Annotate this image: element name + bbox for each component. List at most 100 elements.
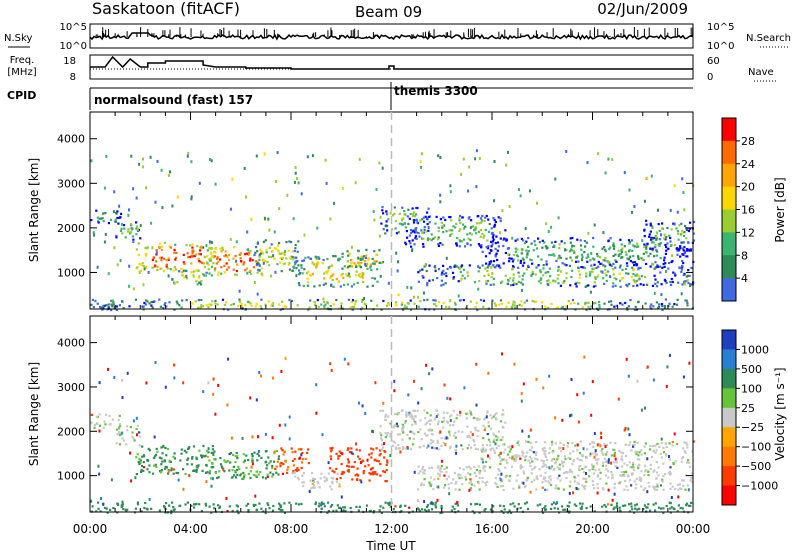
velocity-cell — [136, 503, 140, 506]
power-cell — [362, 280, 365, 283]
power-cell — [142, 305, 145, 308]
velocity-cell — [119, 424, 122, 427]
power-cell — [419, 300, 422, 303]
power-cell — [244, 308, 247, 311]
velocity-cell — [243, 475, 246, 478]
power-cell — [144, 246, 147, 249]
velocity-cell — [499, 462, 502, 465]
velocity-cell — [687, 504, 690, 507]
power-cell — [535, 247, 539, 250]
velocity-cell — [223, 470, 226, 473]
power-cell — [556, 306, 559, 309]
power-cell — [101, 217, 104, 220]
power-cell — [464, 225, 467, 228]
power-cell — [259, 305, 262, 308]
velocity-cell — [440, 444, 443, 447]
power-cell — [185, 274, 188, 278]
power-cell — [603, 259, 606, 262]
power-cell — [346, 274, 349, 277]
power-cell — [563, 280, 566, 283]
power-cell — [191, 302, 194, 305]
velocity-cell — [216, 504, 220, 507]
power-cell — [212, 262, 215, 265]
power-cell — [442, 231, 445, 234]
xtick-label: 04:00 — [173, 522, 208, 536]
velocity-cell — [647, 481, 650, 484]
power-cell — [432, 299, 435, 302]
power-cell — [666, 242, 669, 245]
power-cell — [186, 252, 189, 255]
colorbar-swatch — [722, 466, 736, 487]
power-cell — [122, 224, 126, 227]
power-cell — [670, 260, 673, 264]
velocity-cell — [478, 488, 481, 491]
velocity-cell — [677, 495, 680, 499]
power-cell — [575, 285, 578, 288]
power-cell — [672, 271, 675, 274]
power-cell — [443, 273, 446, 276]
velocity-cell — [404, 421, 407, 425]
power-cell — [205, 244, 208, 248]
power-cell — [283, 262, 286, 265]
power-cell — [601, 270, 604, 274]
power-cell — [300, 192, 303, 196]
power-cell — [684, 255, 687, 258]
power-cell — [130, 154, 133, 158]
power-cell — [490, 232, 493, 235]
velocity-cell — [251, 459, 254, 462]
power-cell — [332, 273, 335, 276]
velocity-cell — [142, 466, 146, 469]
power-cell — [324, 158, 327, 162]
power-cell — [462, 268, 465, 271]
velocity-cell — [242, 453, 245, 456]
velocity-cell — [607, 460, 610, 464]
velocity-cell — [273, 450, 276, 453]
velocity-cell — [231, 469, 234, 472]
velocity-cell — [121, 378, 124, 382]
velocity-cell — [228, 505, 231, 508]
velocity-cell — [466, 447, 469, 450]
power-cell — [489, 283, 492, 286]
velocity-cell — [281, 472, 284, 475]
power-cell — [253, 254, 256, 257]
velocity-cell — [417, 465, 420, 468]
velocity-cell — [499, 459, 502, 462]
velocity-cell — [192, 469, 195, 473]
velocity-cell — [439, 430, 442, 434]
velocity-cell — [683, 441, 686, 444]
power-cell — [501, 209, 504, 213]
power-cell — [144, 254, 147, 257]
power-cell — [279, 308, 282, 311]
velocity-cell — [634, 507, 637, 510]
power-cell — [285, 241, 288, 244]
power-cell — [323, 277, 326, 280]
velocity-cell — [530, 441, 533, 444]
power-cell — [421, 218, 424, 221]
velocity-cell — [387, 415, 390, 418]
power-cell — [364, 259, 367, 262]
power-cell — [635, 274, 639, 277]
power-cell — [220, 250, 223, 253]
power-cell — [238, 289, 241, 293]
velocity-cell — [482, 450, 485, 453]
velocity-cell — [381, 409, 385, 412]
velocity-cell — [541, 481, 544, 484]
colorbar-tick-label: 500 — [741, 363, 762, 376]
power-cell — [632, 272, 635, 276]
power-cell — [323, 272, 326, 275]
power-cell — [644, 275, 647, 279]
power-cell — [532, 249, 535, 252]
power-cell — [459, 228, 462, 231]
power-cell — [287, 249, 290, 252]
power-cell — [554, 177, 557, 181]
velocity-cell — [271, 464, 274, 468]
power-cell — [307, 270, 310, 273]
power-cell — [341, 255, 344, 258]
velocity-cell — [546, 488, 549, 491]
power-cell — [288, 262, 291, 265]
power-cell — [410, 286, 413, 290]
velocity-cell — [267, 503, 270, 507]
power-cell — [674, 243, 677, 247]
power-cell — [499, 266, 502, 269]
power-cell — [681, 241, 684, 244]
